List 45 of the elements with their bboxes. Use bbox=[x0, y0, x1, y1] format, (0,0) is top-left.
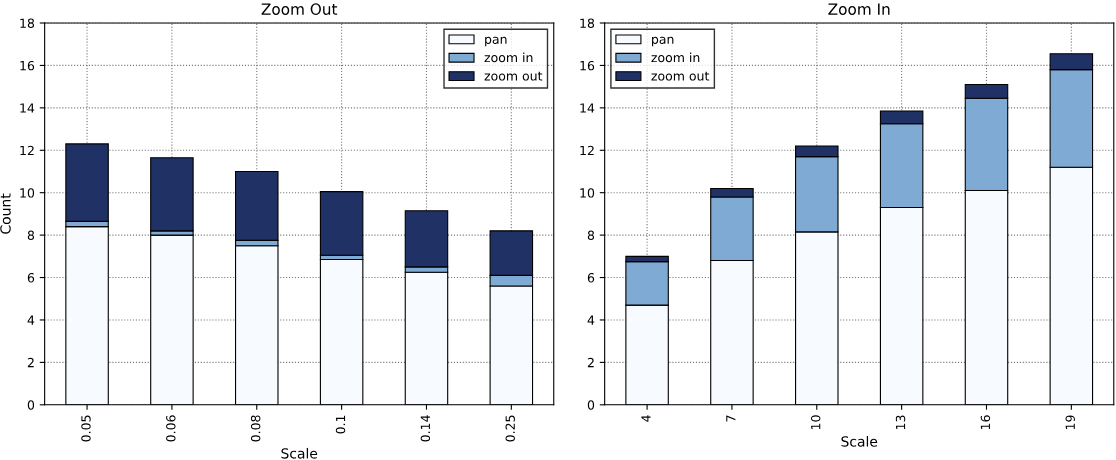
y-tick-label: 12 bbox=[20, 145, 34, 156]
x-tick-label: 0.05 bbox=[81, 415, 91, 442]
bar bbox=[150, 157, 194, 232]
x-axis-title: Scale bbox=[841, 435, 878, 447]
legend-label: zoom in bbox=[484, 52, 533, 63]
x-axis-title: Scale bbox=[281, 447, 318, 459]
x-tick-label: 0.1 bbox=[335, 415, 346, 434]
x-tick-label: 0.06 bbox=[166, 415, 176, 442]
x-tick-label: 4 bbox=[641, 415, 651, 422]
x-tick-label: 0.14 bbox=[420, 415, 431, 442]
x-tick-label: 13 bbox=[895, 415, 906, 430]
legend-label: zoom out bbox=[651, 71, 710, 81]
y-tick-label: 14 bbox=[20, 103, 35, 113]
y-tick-label: 14 bbox=[580, 103, 595, 113]
y-tick-label: 18 bbox=[20, 18, 35, 28]
y-tick-label: 10 bbox=[20, 188, 35, 198]
x-tick-label: 10 bbox=[810, 415, 821, 430]
y-tick-label: 6 bbox=[27, 273, 35, 283]
legend-label: pan bbox=[652, 36, 674, 47]
legend-label: zoom out bbox=[484, 71, 543, 81]
x-tick-label: 0.08 bbox=[250, 415, 261, 442]
x-tick-label: 7 bbox=[726, 415, 736, 422]
y-tick-label: 18 bbox=[580, 18, 595, 28]
y-tick-label: 4 bbox=[587, 315, 595, 325]
y-tick-label: 2 bbox=[27, 357, 34, 368]
y-axis-title: Count bbox=[0, 193, 11, 234]
x-tick-label: 19 bbox=[1065, 415, 1075, 430]
x-tick-label: 0.25 bbox=[505, 415, 515, 442]
chart-title: Zoom In bbox=[828, 3, 890, 15]
y-tick-label: 8 bbox=[587, 230, 595, 241]
y-tick-label: 8 bbox=[27, 230, 35, 241]
y-tick-label: 16 bbox=[580, 60, 595, 71]
y-tick-label: 16 bbox=[20, 60, 35, 71]
legend-label: pan bbox=[485, 36, 507, 47]
chart-title: Zoom Out bbox=[261, 3, 338, 15]
y-tick-label: 0 bbox=[587, 400, 595, 410]
y-tick-label: 10 bbox=[580, 188, 595, 198]
y-tick-label: 12 bbox=[580, 145, 594, 156]
legend-label: zoom in bbox=[651, 52, 700, 63]
y-tick-label: 2 bbox=[587, 357, 594, 368]
y-tick-label: 0 bbox=[27, 400, 35, 410]
bar bbox=[319, 191, 364, 256]
x-tick-label: 16 bbox=[980, 415, 991, 430]
y-tick-label: 4 bbox=[27, 315, 35, 325]
y-tick-label: 6 bbox=[587, 273, 595, 283]
